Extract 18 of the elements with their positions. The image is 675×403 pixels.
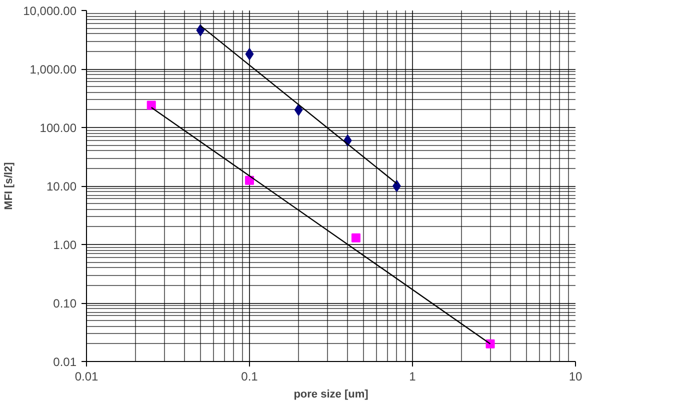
y-tick-label: 10,000.00: [23, 4, 77, 18]
point: [245, 176, 254, 185]
y-tick-label: 0.01: [53, 355, 77, 369]
y-tick-label: 1,000.00: [30, 62, 77, 76]
point: [245, 48, 254, 60]
x-tick-label: 10: [568, 370, 582, 384]
y-tick-label: 100.00: [40, 121, 77, 135]
point: [196, 24, 205, 36]
y-tick-label: 1.00: [53, 238, 77, 252]
point: [294, 104, 303, 116]
y-tick-label: 10.00: [46, 180, 77, 194]
y-axis-title: MFI [s/l2]: [3, 162, 16, 210]
point: [392, 180, 401, 192]
y-tick-label: 0.10: [53, 296, 77, 310]
x-axis-title: pore size [um]: [294, 388, 369, 400]
x-tick-label: 1: [409, 370, 416, 384]
x-tick-label: 0.1: [241, 370, 258, 384]
x-tick-label: 0.01: [74, 370, 99, 384]
